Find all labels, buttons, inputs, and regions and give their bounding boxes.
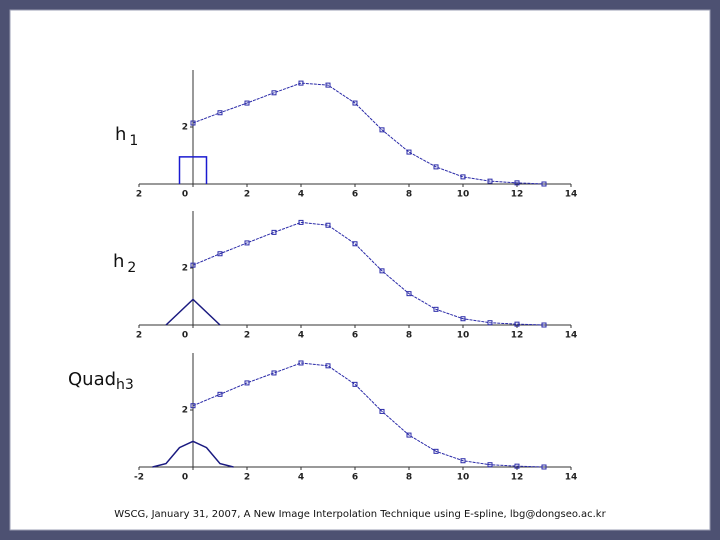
- x-tick-label: 2: [244, 190, 250, 200]
- x-tick-label: 14: [565, 331, 578, 341]
- sample-point: [406, 432, 412, 438]
- sample-point: [352, 241, 358, 247]
- sample-point: [541, 181, 547, 187]
- label-subscript: 3: [125, 377, 134, 393]
- series-line: [192, 362, 545, 468]
- x-tick-label: 12: [511, 190, 524, 200]
- sample-point: [190, 120, 196, 126]
- sample-point: [406, 149, 412, 155]
- label-text: h: [115, 124, 126, 145]
- sample-point: [460, 316, 466, 322]
- label-subscript: 2: [127, 260, 136, 276]
- sample-point: [379, 268, 385, 274]
- x-tick-label: 0: [182, 331, 188, 341]
- series-line: [192, 82, 545, 185]
- sample-point: [487, 178, 493, 184]
- sample-point: [541, 464, 547, 470]
- x-tick-label: -2: [134, 473, 144, 483]
- sample-point: [298, 219, 304, 225]
- sample-point: [244, 380, 250, 386]
- sample-point: [433, 306, 439, 312]
- x-tick-label: 14: [565, 190, 578, 200]
- x-tick-label: 12: [511, 331, 524, 341]
- x-tick-label: 2: [244, 473, 250, 483]
- sample-point: [271, 370, 277, 376]
- sample-point: [514, 463, 520, 469]
- footer: WSCG, January 31, 2007, A New Image Inte…: [114, 509, 606, 520]
- x-tick-label: 8: [406, 331, 412, 341]
- x-tick-label: 8: [406, 473, 412, 483]
- series-line: [178, 156, 208, 184]
- sample-point: [190, 403, 196, 409]
- sample-point: [460, 174, 466, 180]
- sample-point: [271, 229, 277, 235]
- x-tick-label: 4: [298, 473, 304, 483]
- x-tick-label: 0: [182, 190, 188, 200]
- x-tick-label: 8: [406, 190, 412, 200]
- sample-point: [352, 100, 358, 106]
- x-tick-label: 10: [457, 331, 470, 341]
- sample-point: [190, 262, 196, 268]
- label-sub: h: [116, 377, 125, 393]
- x-tick-label: 14: [565, 473, 578, 483]
- sample-point: [244, 240, 250, 246]
- sample-point: [406, 291, 412, 297]
- x-tick-label: 12: [511, 473, 524, 483]
- sample-point: [244, 100, 250, 106]
- sample-point: [217, 391, 223, 397]
- chart-label: Quadh3: [68, 369, 134, 393]
- x-tick-label: 6: [352, 190, 358, 200]
- label-text: h: [113, 251, 124, 272]
- sample-point: [487, 320, 493, 326]
- y-tick-label: 2: [182, 406, 188, 416]
- series-line: [165, 298, 221, 326]
- x-tick-label: 10: [457, 473, 470, 483]
- sample-point: [460, 458, 466, 464]
- sample-point: [325, 363, 331, 369]
- sample-point: [487, 462, 493, 468]
- x-tick-label: 6: [352, 331, 358, 341]
- label-text: Quad: [68, 369, 116, 390]
- x-tick-label: 10: [457, 190, 470, 200]
- sample-point: [298, 80, 304, 86]
- sample-point: [298, 360, 304, 366]
- sample-point: [514, 321, 520, 327]
- y-tick-label: 2: [182, 123, 188, 133]
- x-tick-label: 2: [136, 331, 142, 341]
- x-tick-label: 4: [298, 190, 304, 200]
- y-tick-label: 2: [182, 264, 188, 274]
- sample-point: [433, 448, 439, 454]
- x-tick-label: 2: [244, 331, 250, 341]
- x-tick-label: 0: [182, 473, 188, 483]
- sample-point: [514, 180, 520, 186]
- x-tick-label: 6: [352, 473, 358, 483]
- series-line: [192, 221, 545, 326]
- sample-point: [352, 381, 358, 387]
- sample-point: [217, 110, 223, 116]
- sample-point: [271, 90, 277, 96]
- sample-point: [217, 251, 223, 257]
- x-tick-label: 2: [136, 190, 142, 200]
- sample-point: [379, 408, 385, 414]
- sample-point: [541, 322, 547, 328]
- x-tick-label: 4: [298, 331, 304, 341]
- sample-point: [433, 164, 439, 170]
- sample-point: [325, 222, 331, 228]
- series-line: [152, 440, 234, 468]
- label-subscript: 1: [129, 133, 138, 149]
- sample-point: [325, 82, 331, 88]
- slide-body: [9, 9, 711, 531]
- sample-point: [379, 127, 385, 133]
